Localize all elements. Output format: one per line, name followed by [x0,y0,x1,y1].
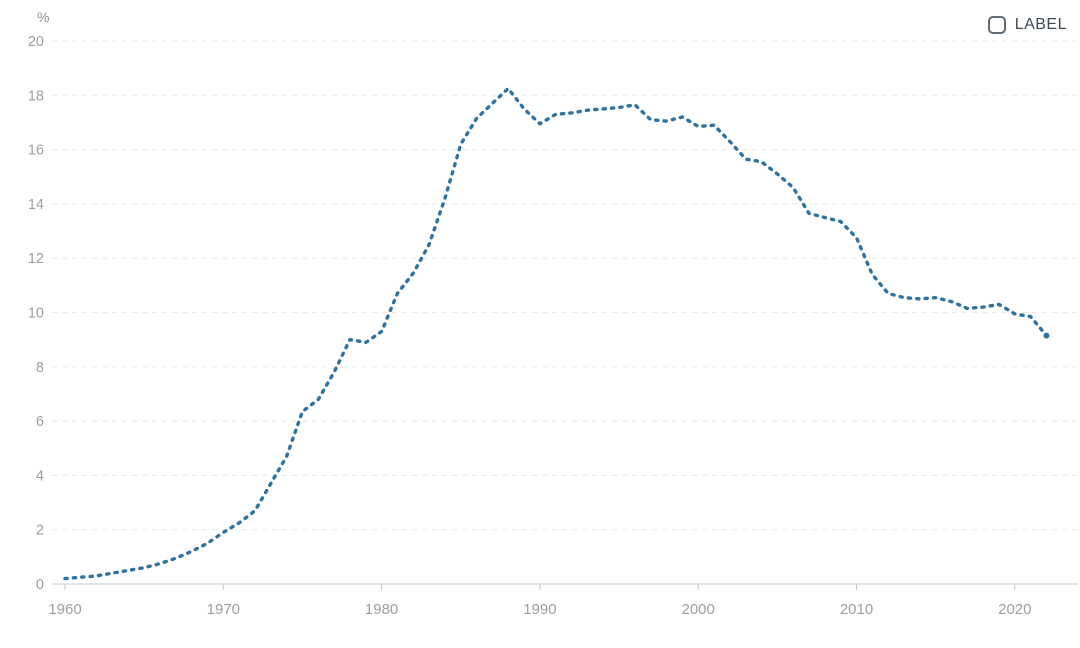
y-tick-label: 18 [28,88,44,104]
y-tick-label: 12 [28,251,44,267]
y-tick-label: 2 [36,523,44,539]
last-data-point [1043,332,1050,339]
x-tick-label: 2010 [840,601,873,618]
y-tick-label: 0 [36,577,44,593]
y-tick-label: 20 [28,34,44,50]
y-tick-label: 8 [36,360,44,376]
x-tick-label: 1960 [48,601,81,618]
y-axis-unit-label: % [37,9,50,25]
x-tick-label: 1970 [207,601,240,618]
x-tick-label: 1980 [365,601,398,618]
legend-label: LABEL [1014,16,1067,33]
y-tick-label: 14 [28,197,44,213]
x-tick-label: 2000 [682,601,715,618]
x-tick-label: 1990 [523,601,556,618]
y-tick-label: 16 [28,143,44,159]
legend-checkbox[interactable] [987,16,1006,34]
data-series-line [63,86,1049,581]
y-tick-label: 10 [28,306,44,322]
legend[interactable]: LABEL [987,16,1067,34]
y-tick-label: 6 [36,414,44,430]
y-tick-label: 4 [36,468,44,484]
x-tick-label: 2020 [998,601,1031,618]
